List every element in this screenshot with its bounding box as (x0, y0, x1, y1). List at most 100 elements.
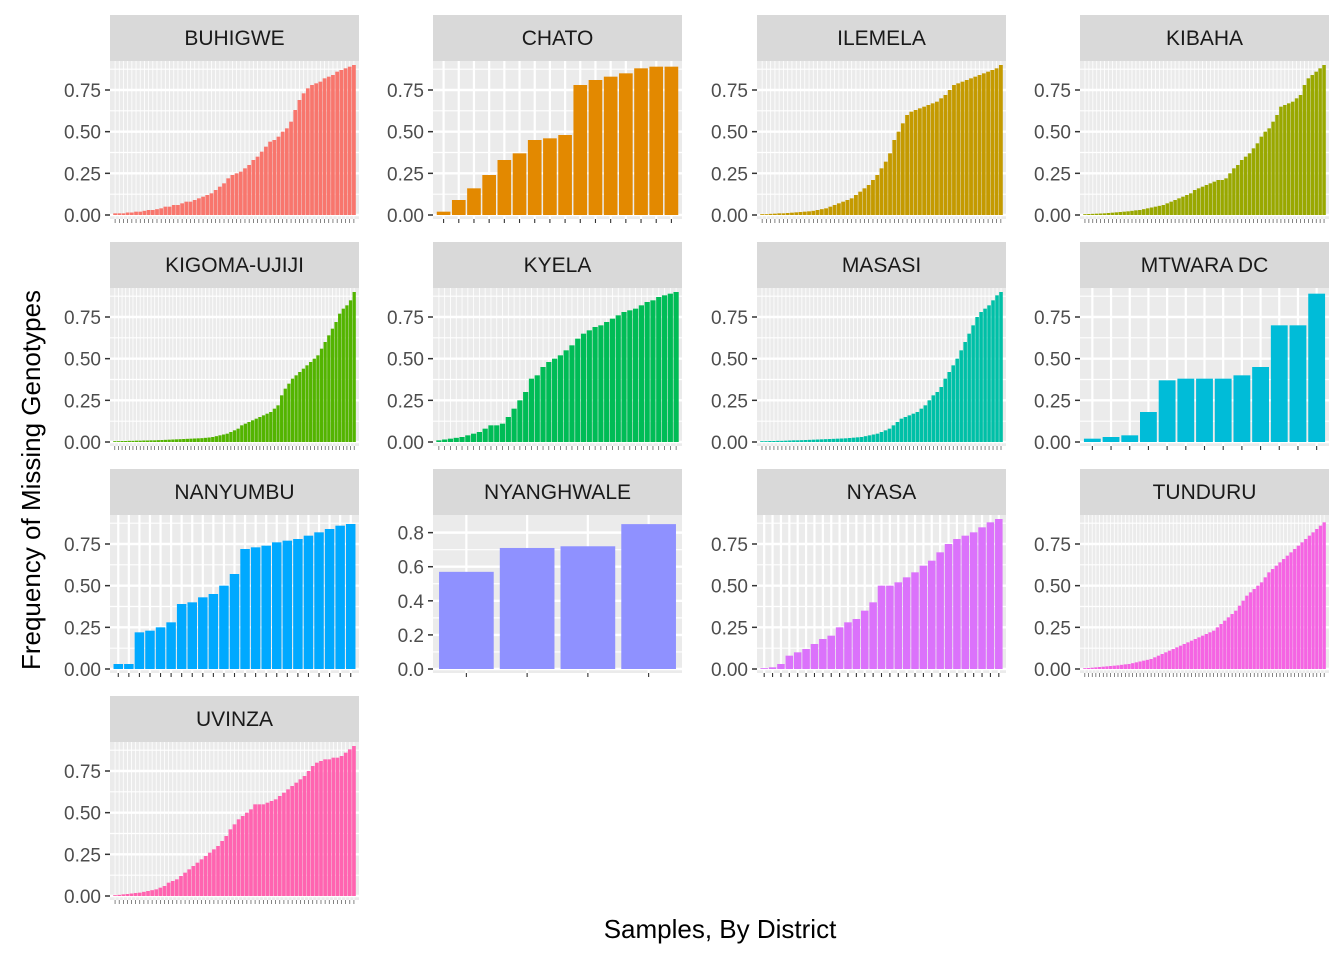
y-tick-label: 0.75 (711, 308, 748, 329)
bar (155, 627, 166, 669)
bar (298, 372, 302, 442)
bar (990, 70, 995, 215)
facet-strip (757, 242, 1006, 288)
bar (306, 771, 311, 896)
bar (832, 205, 837, 215)
bar (1161, 205, 1166, 215)
y-tick-label: 0.00 (64, 660, 101, 681)
bar (1178, 645, 1183, 669)
bar (1308, 293, 1326, 442)
bar (827, 439, 832, 442)
facet-strip-label: ILEMELA (837, 27, 926, 50)
bar (1307, 535, 1312, 669)
bar (586, 330, 592, 442)
bar (869, 602, 877, 669)
bar (1289, 552, 1293, 669)
bar (277, 796, 282, 896)
bar (196, 438, 200, 442)
bar (286, 789, 290, 896)
bar (154, 889, 159, 896)
bar (293, 539, 303, 669)
bar (843, 438, 848, 442)
bar (644, 302, 650, 442)
bar (656, 297, 662, 442)
bar (638, 305, 644, 442)
bar (1158, 380, 1176, 442)
y-tick-label: 0.00 (1034, 206, 1071, 227)
bar (205, 195, 210, 215)
bar (827, 635, 835, 669)
bar (199, 859, 204, 896)
bar (956, 83, 961, 215)
y-tick-label: 0.75 (711, 81, 748, 102)
bar (290, 378, 295, 442)
bar (121, 213, 126, 215)
bar (226, 178, 231, 215)
bar (784, 440, 788, 442)
bar (1251, 148, 1256, 215)
bar (835, 438, 840, 442)
bar (305, 365, 309, 442)
bar (1098, 213, 1103, 215)
bar (811, 439, 816, 442)
facet-strip (1080, 15, 1329, 61)
bar (1247, 153, 1252, 215)
bar (1230, 614, 1234, 669)
bar (245, 812, 249, 896)
bar (768, 441, 772, 442)
bar (1189, 193, 1193, 215)
bar (216, 846, 220, 896)
bar (155, 209, 159, 215)
bar (1164, 652, 1168, 669)
bar (339, 756, 344, 896)
bar (339, 70, 344, 215)
bar (1126, 211, 1130, 215)
y-tick-label: 0.25 (387, 164, 424, 185)
bar (1302, 85, 1307, 215)
bar (1270, 569, 1275, 669)
bar (580, 333, 587, 442)
bar (802, 649, 810, 669)
bar (1290, 101, 1295, 215)
bar (341, 308, 345, 442)
bar (323, 342, 327, 442)
bar (760, 214, 765, 215)
bar (200, 438, 204, 442)
bar (330, 328, 335, 442)
facet-strip (757, 469, 1006, 515)
bar (236, 428, 240, 442)
bar (303, 535, 314, 669)
facet-panel: CHATO 0.00 0.25 0.50 0.75 (387, 15, 682, 227)
bar (1215, 627, 1220, 669)
bar (166, 622, 176, 669)
bar (815, 210, 820, 215)
bar (214, 436, 218, 442)
bar (1131, 663, 1135, 669)
bar (195, 862, 200, 896)
bar (1239, 160, 1244, 215)
bar (129, 212, 134, 215)
bar (1120, 664, 1124, 669)
bar (1101, 666, 1105, 669)
bar (494, 425, 500, 442)
bar (1318, 525, 1323, 669)
bar (931, 395, 936, 442)
bar (1130, 210, 1134, 215)
bar (183, 872, 187, 896)
bar (922, 106, 927, 215)
bar (314, 532, 324, 669)
bar (558, 135, 572, 215)
bar (994, 68, 999, 215)
bar (983, 308, 987, 442)
bar (159, 208, 164, 215)
bar (650, 300, 656, 442)
bar (327, 759, 332, 896)
bar (1189, 640, 1194, 669)
bar (1185, 195, 1189, 215)
bar (849, 198, 854, 215)
bar (886, 585, 894, 669)
bar (1153, 206, 1158, 215)
bar (1304, 539, 1308, 669)
bar (986, 522, 995, 669)
